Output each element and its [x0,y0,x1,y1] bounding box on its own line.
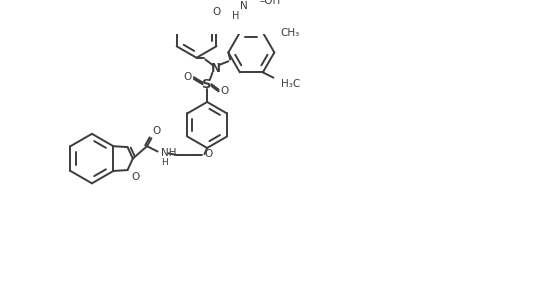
Text: H: H [233,11,240,21]
Text: O: O [212,7,221,17]
Text: O: O [205,149,213,159]
Text: S: S [202,78,212,91]
Text: H: H [161,158,168,167]
Text: CH₃: CH₃ [280,28,300,38]
Text: O: O [221,86,229,96]
Text: H₃C: H₃C [280,79,300,88]
Text: NH: NH [161,148,177,158]
Text: N: N [239,1,248,11]
Text: N: N [211,62,221,75]
Text: O: O [152,126,161,136]
Text: O: O [184,72,192,82]
Text: –OH: –OH [259,0,281,6]
Text: O: O [131,172,139,182]
